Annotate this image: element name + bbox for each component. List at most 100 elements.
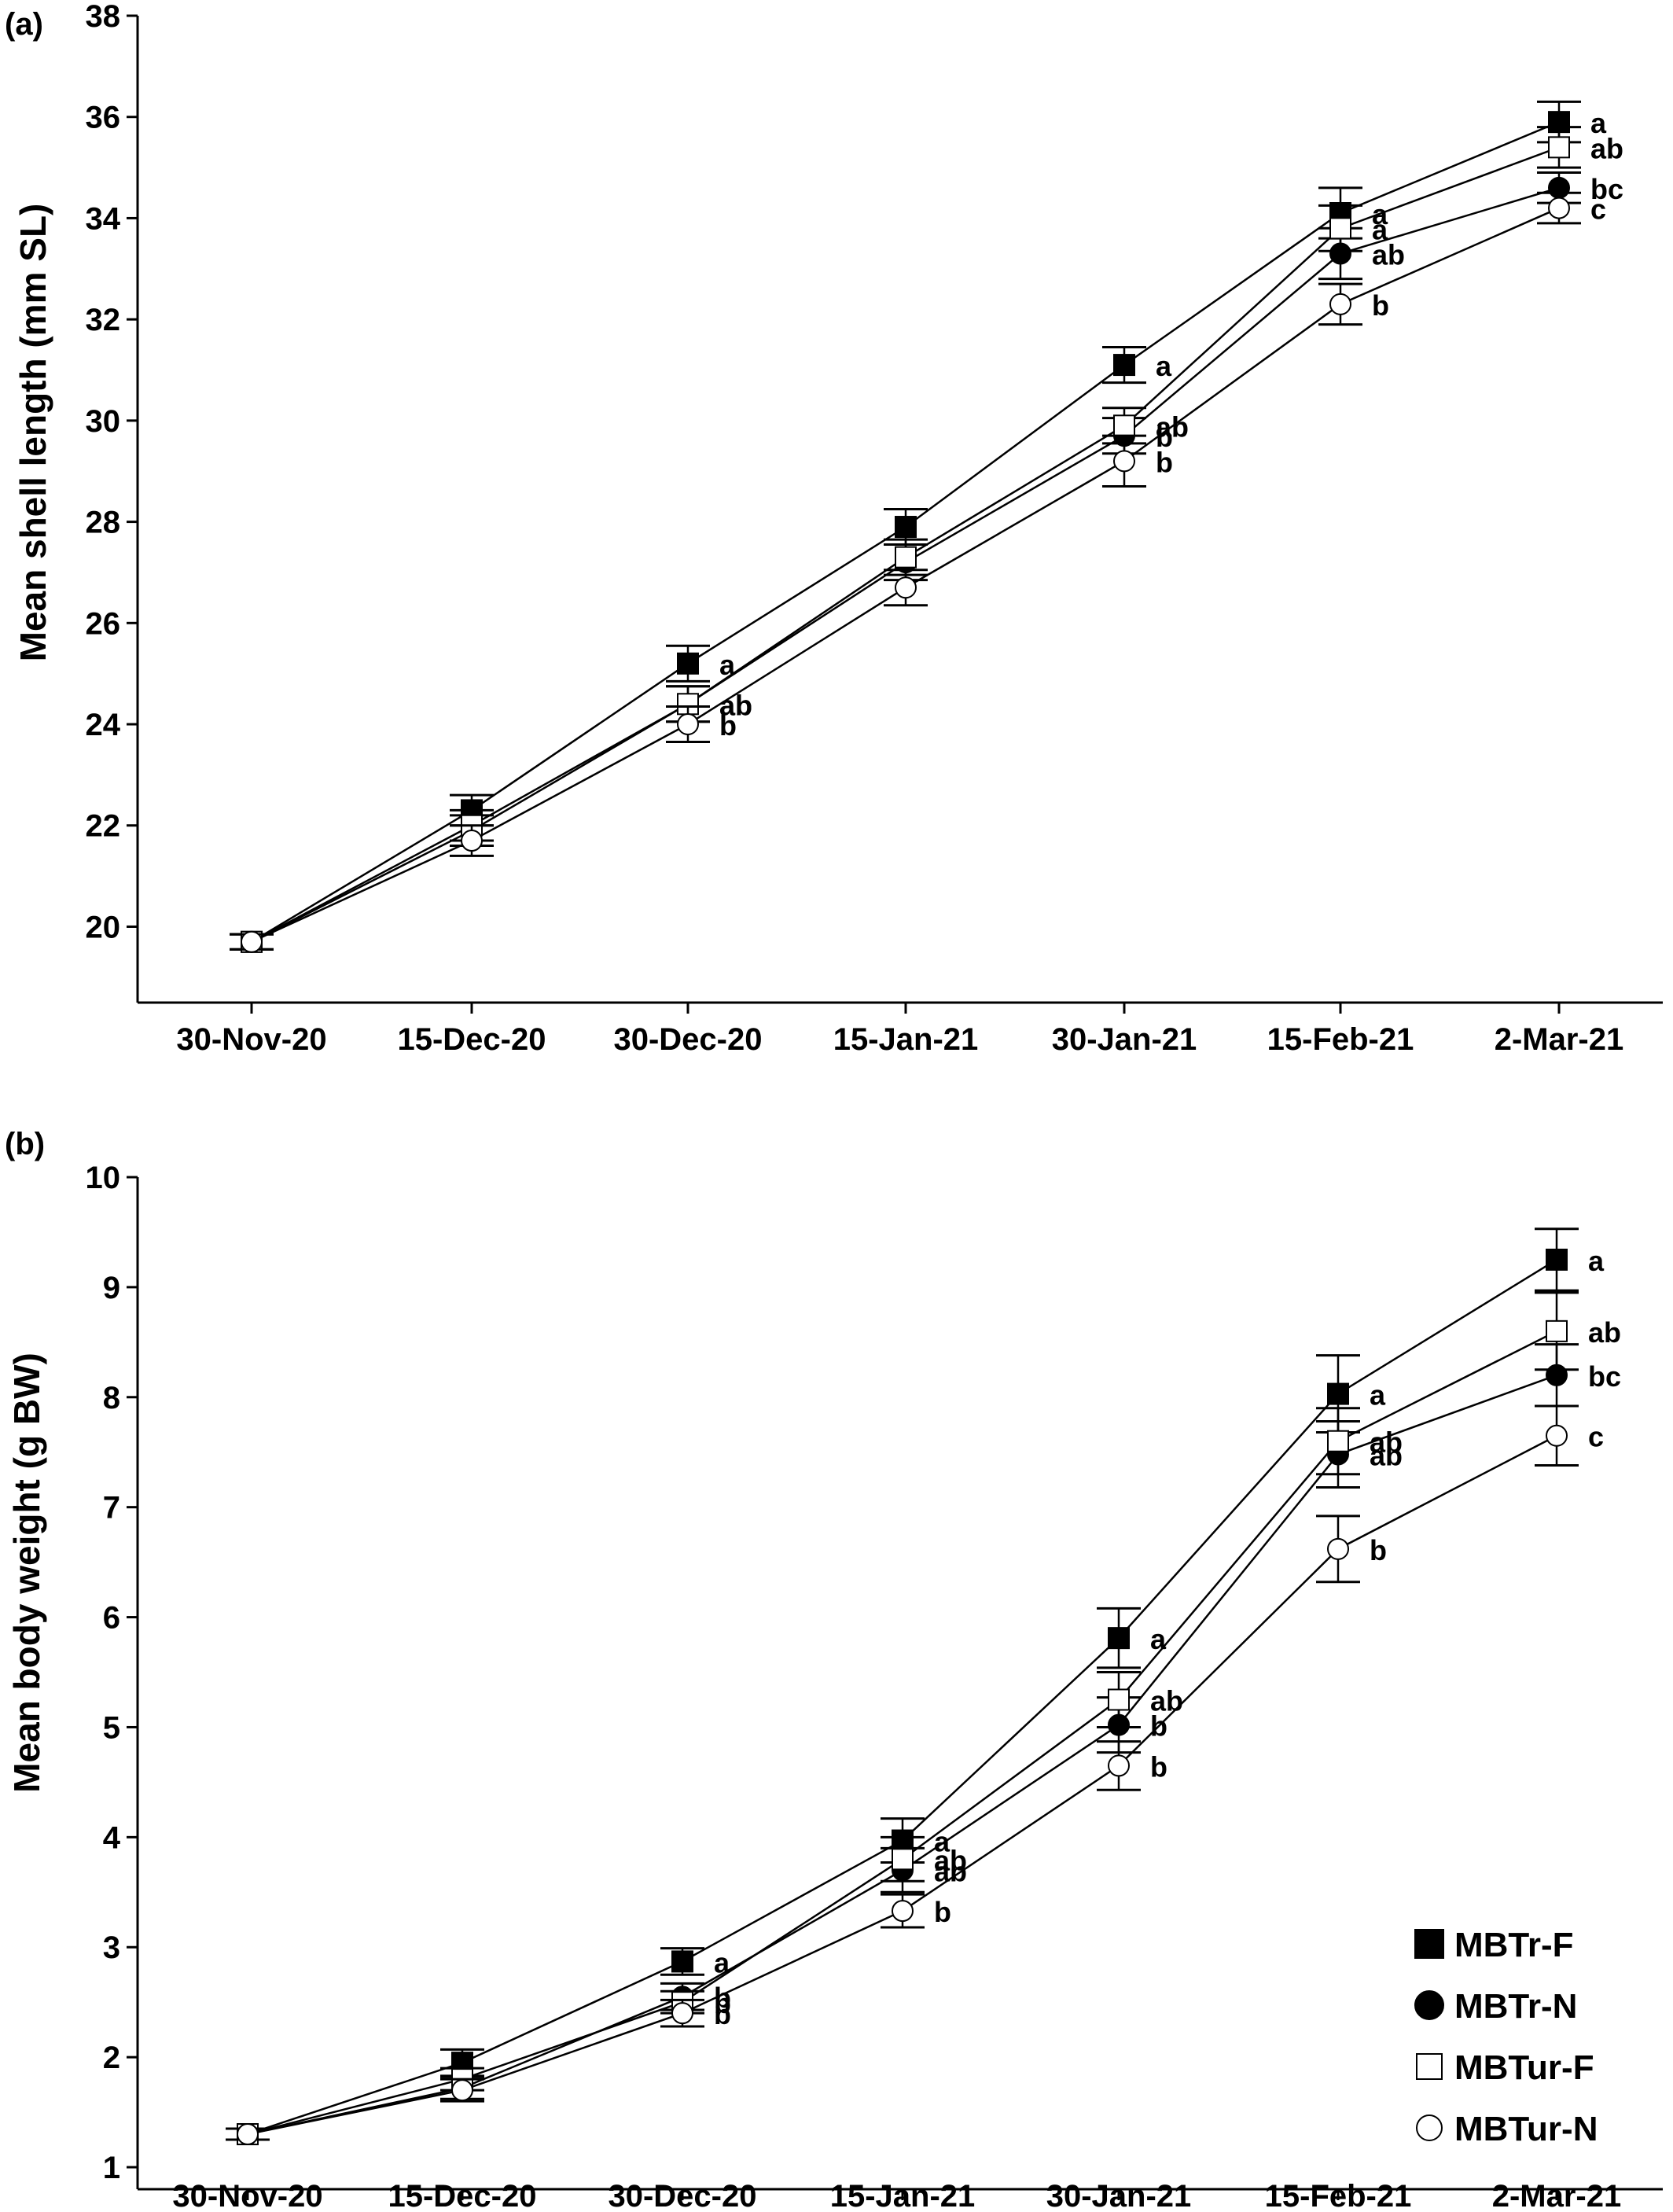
y-tick-label: 36 xyxy=(86,101,121,135)
data-point xyxy=(1327,1430,1349,1452)
data-point xyxy=(241,930,263,953)
data-point xyxy=(1546,1248,1568,1271)
x-tick-label: 30-Dec-20 xyxy=(608,2179,756,2212)
y-tick-label: 3 xyxy=(103,1930,120,1965)
y-tick-label: 32 xyxy=(86,303,121,337)
x-tick-label: 15-Jan-21 xyxy=(830,2179,976,2212)
significance-label: c xyxy=(1590,193,1606,226)
significance-label: c xyxy=(1588,1421,1604,1453)
panel-a-plot-area: 20 22 24 26 28 30 32 34 36 38 30-Nov-20 15-Dec-20 30… xyxy=(86,0,1663,1057)
significance-label: ab xyxy=(1150,1684,1183,1717)
data-point xyxy=(671,2002,693,2025)
x-tick-label: 15-Feb-21 xyxy=(1265,2179,1412,2212)
data-point xyxy=(1327,1382,1349,1405)
data-point xyxy=(237,2123,259,2146)
y-tick-label: 2 xyxy=(103,2041,120,2075)
series-line xyxy=(247,1434,1557,2136)
y-tick-label: 8 xyxy=(103,1381,120,1415)
legend-entry: MBTr-F xyxy=(1414,1926,1574,1964)
legend-marker xyxy=(1414,1929,1444,1959)
significance-label: a xyxy=(1150,1623,1167,1655)
data-point xyxy=(461,830,483,852)
data-point xyxy=(1329,293,1351,315)
data-point xyxy=(677,713,699,736)
y-tick-label: 9 xyxy=(103,1271,120,1305)
significance-label: b xyxy=(714,1982,731,2014)
y-tick-label: 26 xyxy=(86,606,121,641)
data-point xyxy=(451,2079,473,2102)
significance-label: a xyxy=(1590,107,1607,139)
y-tick-label: 10 xyxy=(86,1161,121,1195)
legend-marker xyxy=(1414,1990,1444,2020)
data-point xyxy=(1548,136,1570,159)
y-tick-label: 4 xyxy=(103,1820,121,1855)
significance-label: b xyxy=(934,1896,951,1928)
x-tick-label: 30-Jan-21 xyxy=(1046,2179,1192,2212)
significance-label: b xyxy=(714,1998,731,2030)
series-line xyxy=(247,1330,1557,2136)
legend-entry: MBTr-N xyxy=(1414,1987,1577,2026)
significance-label: a xyxy=(1372,213,1388,245)
legend-marker xyxy=(1416,2114,1443,2141)
panel-a: (a) Mean shell length (mm SL) 20 22 24 26 28… xyxy=(5,0,1663,1057)
significance-label: a xyxy=(1156,350,1172,382)
legend-marker xyxy=(1416,2053,1443,2080)
significance-label: b xyxy=(714,1987,731,2019)
significance-label: ab xyxy=(1372,238,1405,271)
y-tick-label: 1 xyxy=(103,2151,120,2185)
legend-label: MBTr-F xyxy=(1454,1926,1574,1964)
data-point xyxy=(1113,450,1135,473)
data-point xyxy=(1113,354,1135,377)
data-point xyxy=(892,1900,914,1923)
data-point xyxy=(895,546,917,569)
legend-entry: MBTur-F xyxy=(1416,2048,1594,2087)
panel-b-y-axis-label: Mean body weight (g BW) xyxy=(6,1353,47,1793)
legend: MBTr-F MBTr-N MBTur-F MBTur-N xyxy=(1414,1926,1598,2148)
data-point xyxy=(892,1848,914,1871)
series-MBTr-F: a a a a xyxy=(230,100,1607,953)
data-point xyxy=(1108,1688,1130,1711)
legend-entry: MBTur-N xyxy=(1416,2110,1598,2148)
significance-label: bc xyxy=(1588,1360,1621,1393)
y-tick-label: 22 xyxy=(86,809,121,844)
y-tick-label: 7 xyxy=(103,1491,120,1526)
y-tick-label: 30 xyxy=(86,404,121,439)
data-point xyxy=(1327,1537,1349,1560)
x-tick-label: 2-Mar-21 xyxy=(1492,2179,1622,2212)
x-tick-label: 2-Mar-21 xyxy=(1495,1022,1624,1057)
y-tick-label: 38 xyxy=(86,0,121,34)
data-point xyxy=(1113,414,1135,437)
significance-label: a xyxy=(1370,1379,1386,1411)
significance-label: ab xyxy=(1590,132,1623,164)
series-line xyxy=(247,1258,1557,2136)
x-tick-label: 30-Nov-20 xyxy=(172,2179,322,2212)
significance-label: ab xyxy=(1370,1426,1403,1459)
data-point xyxy=(1108,1754,1130,1777)
data-point xyxy=(1546,1319,1568,1342)
significance-label: b xyxy=(1156,446,1173,478)
y-tick-label: 28 xyxy=(86,506,121,540)
x-tick-label: 15-Feb-21 xyxy=(1267,1022,1414,1057)
x-tick-label: 30-Jan-21 xyxy=(1052,1022,1197,1057)
legend-label: MBTur-N xyxy=(1454,2110,1598,2148)
data-point xyxy=(1108,1627,1130,1650)
panel-b: (b) Mean body weight (g BW) 1 2 3 4 5 6 7 8 9 10 3… xyxy=(5,1127,1663,2212)
series-MBTur-N: b b b c xyxy=(230,191,1606,953)
significance-label: ab xyxy=(1370,1440,1403,1472)
significance-label: b xyxy=(719,709,737,742)
y-tick-label: 20 xyxy=(86,910,121,944)
x-tick-label: 15-Dec-20 xyxy=(397,1022,546,1057)
significance-label: a xyxy=(719,649,736,681)
legend-label: MBTr-N xyxy=(1454,1987,1577,2026)
panel-a-label: (a) xyxy=(5,7,43,42)
x-tick-label: 15-Jan-21 xyxy=(833,1022,979,1057)
data-point xyxy=(895,516,917,539)
significance-label: b xyxy=(1150,1750,1167,1783)
y-tick-label: 24 xyxy=(86,708,121,742)
x-tick-label: 30-Nov-20 xyxy=(176,1022,326,1057)
